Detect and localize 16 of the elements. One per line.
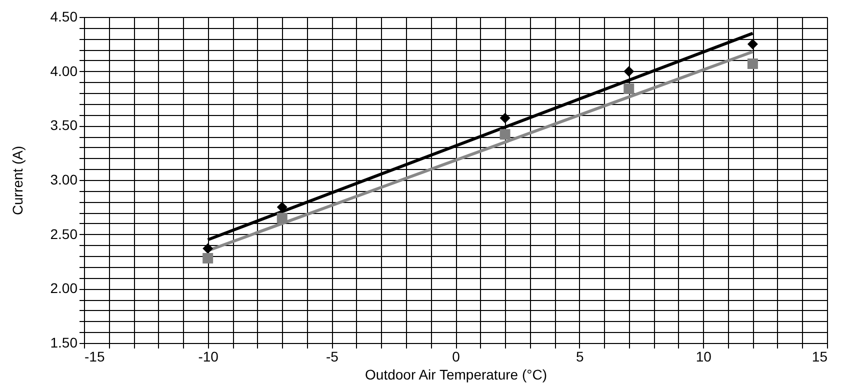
x-tick-label: 10 [696,348,712,364]
x-axis-title: Outdoor Air Temperature (°C) [365,366,547,382]
x-tick-label: 5 [576,348,584,364]
y-tick-label: 1.50 [50,334,78,350]
y-tick-label: 4.50 [50,8,78,24]
y-tick-label: 3.00 [50,172,78,188]
y-tick-label: 2.00 [50,280,78,296]
y-tick-label: 4.00 [50,62,78,79]
x-tick-label: -10 [198,348,219,364]
y-tick-label: 3.50 [50,117,78,134]
x-tick-label: 15 [812,348,828,364]
y-axis-title: Current (A) [9,146,26,216]
x-tick-label: -15 [84,348,105,364]
x-tick-label: 0 [452,348,460,364]
y-tick-label: 2.50 [50,226,78,242]
x-tick-label: -5 [326,348,339,364]
